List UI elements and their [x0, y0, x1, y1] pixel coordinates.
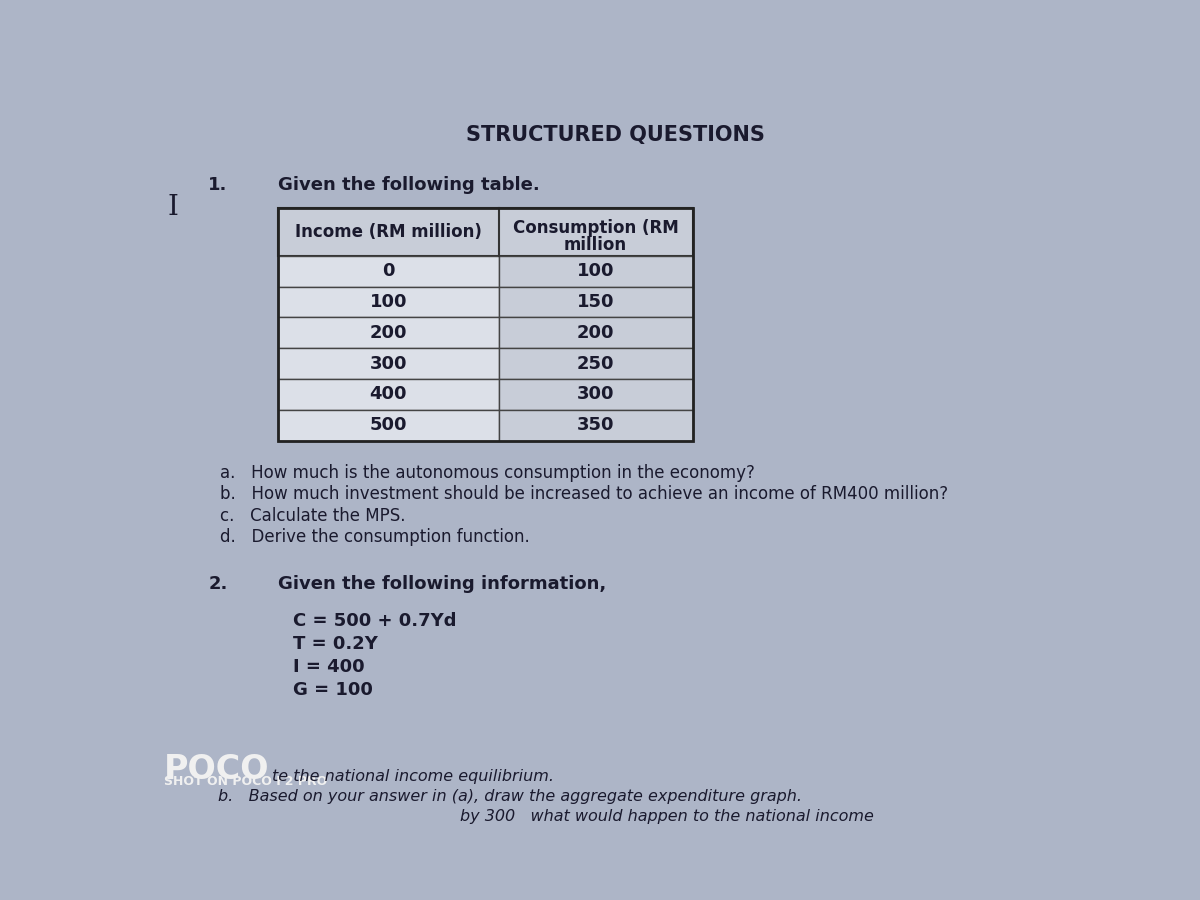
Text: 250: 250: [577, 355, 614, 373]
Bar: [278, 318, 499, 348]
Text: POCO: POCO: [164, 753, 270, 787]
Bar: [499, 256, 692, 286]
Bar: [499, 410, 692, 441]
Bar: [278, 208, 692, 256]
Text: I: I: [167, 194, 178, 221]
Text: I = 400: I = 400: [293, 658, 365, 676]
Text: b.   How much investment should be increased to achieve an income of RM400 milli: b. How much investment should be increas…: [220, 485, 948, 503]
Text: 300: 300: [577, 385, 614, 403]
Text: d.   Derive the consumption function.: d. Derive the consumption function.: [220, 528, 529, 546]
Text: Income (RM million): Income (RM million): [295, 223, 481, 241]
Text: STRUCTURED QUESTIONS: STRUCTURED QUESTIONS: [466, 125, 764, 145]
Text: Given the following information,: Given the following information,: [278, 574, 606, 592]
Bar: [499, 318, 692, 348]
Text: by 300   what would happen to the national income: by 300 what would happen to the national…: [460, 809, 874, 824]
Text: 500: 500: [370, 416, 407, 434]
Text: 200: 200: [577, 324, 614, 342]
Bar: [278, 348, 499, 379]
Bar: [278, 286, 499, 318]
Text: C = 500 + 0.7Yd: C = 500 + 0.7Yd: [293, 612, 457, 630]
Bar: [278, 379, 499, 410]
Bar: [278, 410, 499, 441]
Text: 100: 100: [577, 262, 614, 280]
Bar: [278, 208, 692, 441]
Text: 100: 100: [370, 293, 407, 311]
Text: 150: 150: [577, 293, 614, 311]
Text: b.   Based on your answer in (a), draw the aggregate expenditure graph.: b. Based on your answer in (a), draw the…: [218, 788, 803, 804]
Text: Consumption (RM: Consumption (RM: [512, 219, 678, 237]
Text: 2.: 2.: [208, 574, 228, 592]
Bar: [499, 379, 692, 410]
Text: million: million: [564, 236, 628, 254]
Bar: [499, 348, 692, 379]
Text: T = 0.2Y: T = 0.2Y: [293, 634, 378, 652]
Text: 200: 200: [370, 324, 407, 342]
Text: Given the following table.: Given the following table.: [278, 176, 540, 194]
Text: 0: 0: [382, 262, 395, 280]
Bar: [499, 286, 692, 318]
Text: 350: 350: [577, 416, 614, 434]
Text: te the national income equilibrium.: te the national income equilibrium.: [272, 769, 554, 784]
Text: G = 100: G = 100: [293, 681, 373, 699]
Text: 300: 300: [370, 355, 407, 373]
Bar: [278, 256, 499, 286]
Text: 1.: 1.: [208, 176, 228, 194]
Text: a.   How much is the autonomous consumption in the economy?: a. How much is the autonomous consumptio…: [220, 464, 755, 482]
Text: c.   Calculate the MPS.: c. Calculate the MPS.: [220, 507, 406, 525]
Text: 400: 400: [370, 385, 407, 403]
Text: SHOT ON POCO F2 PRO: SHOT ON POCO F2 PRO: [164, 775, 328, 788]
